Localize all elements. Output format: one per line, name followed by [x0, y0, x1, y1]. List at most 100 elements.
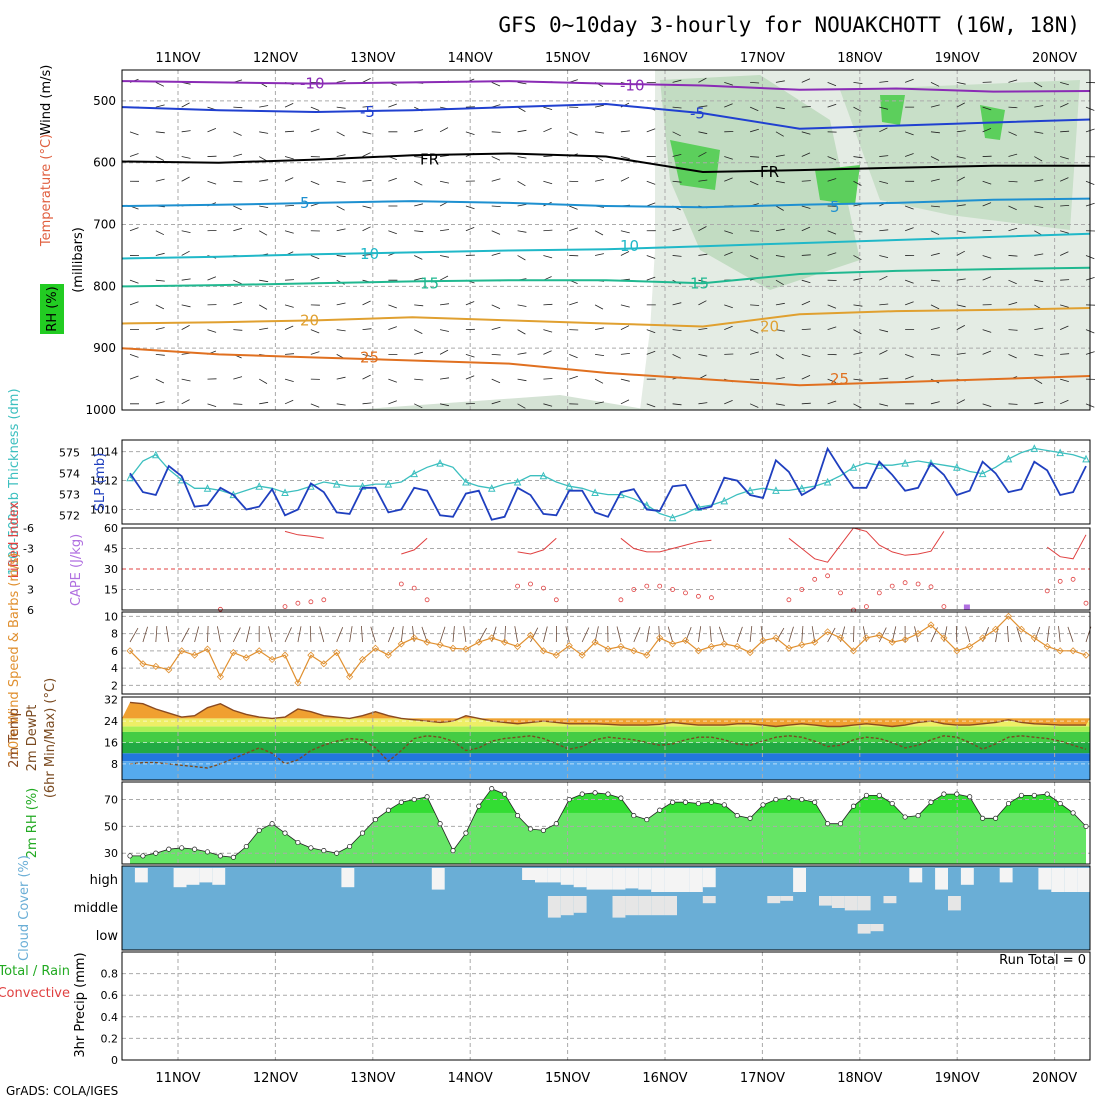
wind-barb [311, 129, 320, 132]
cloud-row-label: middle [74, 901, 118, 916]
wind-barb [156, 305, 164, 309]
wind-barb [337, 81, 346, 83]
isotherm-label: 25 [360, 348, 379, 366]
wind10m-barb [617, 627, 621, 643]
wind-barb [492, 132, 501, 133]
wind-barb [285, 205, 294, 206]
top-day-label: 14NOV [448, 51, 493, 66]
wind-barb [388, 104, 396, 107]
rh2m-point [360, 831, 364, 835]
wind10m-barb [130, 628, 138, 642]
cloud-cell [1064, 868, 1077, 892]
pressure-tick-label: 1000 [85, 403, 116, 417]
cloud-cell [884, 896, 897, 903]
cloud-cell [1038, 868, 1051, 890]
wind10m-tick-label: 4 [111, 662, 118, 675]
wind-barb [363, 78, 371, 82]
wind-barb [492, 305, 500, 309]
rh2m-tick-label: 50 [104, 820, 118, 833]
wind10m-frame [122, 612, 1090, 694]
rh2m-point [464, 831, 468, 835]
rh2m-point [490, 787, 494, 791]
precip-frame [122, 952, 1090, 1060]
lifted-index-point [218, 607, 222, 611]
wind-barb [363, 403, 372, 404]
lifted-index-point [903, 581, 907, 585]
wind-barb [285, 157, 294, 159]
wind-barb [233, 330, 242, 331]
top-day-label: 11NOV [155, 51, 200, 66]
wind-barb [363, 375, 371, 379]
top-day-label: 15NOV [545, 51, 590, 66]
wind-barb [233, 107, 242, 108]
wind-barb [647, 181, 655, 184]
cloud-cell [638, 896, 651, 915]
wind-barb [440, 350, 448, 354]
wind10m-barb [966, 627, 970, 643]
rh2m-point [412, 797, 416, 801]
bottom-day-label: 13NOV [350, 1071, 395, 1086]
wind-barb [569, 302, 578, 305]
isotherm-label: 5 [300, 194, 310, 212]
total-rain-label: Total / Rain [0, 964, 70, 979]
rh2m-point [541, 828, 545, 832]
wind10m-tick-label: 2 [111, 679, 118, 692]
wind-barb [337, 206, 345, 210]
wind-barb [440, 378, 449, 379]
wind-barb [414, 305, 423, 306]
wind10m-barb [698, 626, 700, 642]
wind-barb [363, 153, 371, 157]
rh2m-point [167, 847, 171, 851]
rh2m-tick-label: 30 [104, 847, 118, 860]
cloud-cell [135, 868, 148, 882]
wind-barb [492, 179, 501, 181]
rh2m-point [1032, 793, 1036, 797]
wind-barb [492, 231, 500, 235]
wind-barb [182, 103, 190, 107]
rh2m-point [670, 800, 674, 804]
wind-barb [233, 302, 242, 305]
cape-bar [964, 605, 970, 611]
rh2m-point [515, 813, 519, 817]
minmax-axis-label: (6hr Min/Max) (°C) [43, 678, 58, 798]
rh2m-axis-label: 2m RH (%) [25, 788, 40, 859]
wind-barb [388, 327, 396, 330]
rh2m-point [890, 801, 894, 805]
wind-barb [414, 255, 422, 259]
temp-color-band [122, 727, 1090, 732]
wind10m-barb [143, 627, 148, 642]
wind10m-barb [956, 626, 957, 642]
isotherm-label: -5 [360, 103, 375, 121]
wind-barb [621, 353, 630, 354]
wind10m-barb [634, 627, 640, 642]
cloud-cell [548, 896, 561, 918]
wind-barb [285, 379, 294, 382]
rh2m-point [399, 800, 403, 804]
cloud-cell [574, 868, 587, 887]
rh2m-point [593, 791, 597, 795]
wind-barb [130, 376, 139, 379]
cloud-cell [535, 868, 548, 882]
thickness-tick-label: 574 [59, 468, 80, 481]
cloud-axis-label: Cloud Cover (%) [17, 855, 32, 961]
wind-barb [156, 280, 165, 281]
lifted-tick-label: 3 [27, 584, 34, 597]
wind-barb [285, 231, 294, 233]
temp-axis-label: 2m Temp [7, 708, 22, 768]
cloud-cell [587, 868, 600, 890]
wind-barb [595, 354, 604, 355]
wind-barb [156, 82, 164, 86]
cloud-cell [432, 868, 445, 890]
rh2m-point [335, 851, 339, 855]
pressure-tick-label: 500 [93, 94, 116, 108]
wind-barb [466, 354, 475, 357]
temp-tick-label: 32 [104, 694, 118, 707]
rh2m-point [1006, 801, 1010, 805]
bottom-day-label: 12NOV [253, 1071, 298, 1086]
wind-barb [259, 106, 268, 108]
wind10m-barb [350, 626, 352, 642]
wind-barb [337, 107, 346, 108]
cloud-cell [574, 896, 587, 913]
top-day-label: 13NOV [350, 51, 395, 66]
isotherm-label: -10 [300, 75, 325, 93]
